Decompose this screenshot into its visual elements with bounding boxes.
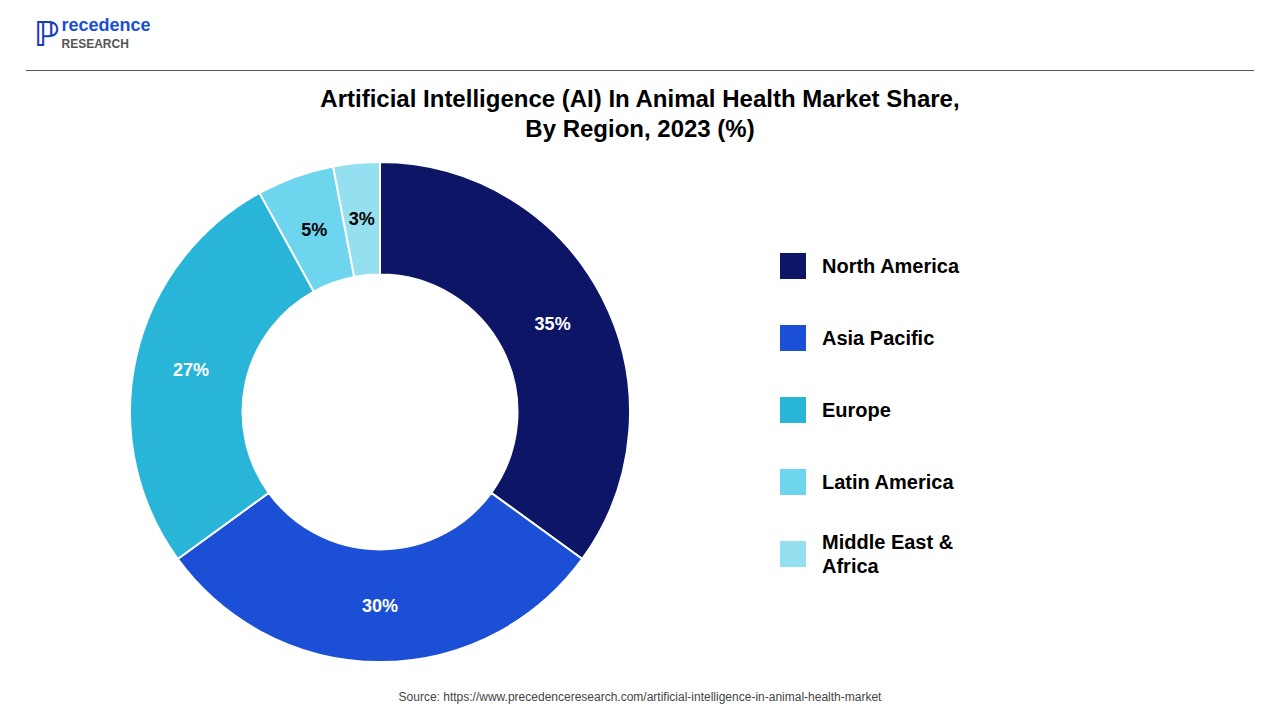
html-text:North America: North America <box>822 255 960 277</box>
html-text:Europe: Europe <box>822 399 891 421</box>
svg-text:5%: 5% <box>301 220 327 240</box>
html-text:By Region, 2023 (%): By Region, 2023 (%) <box>525 115 755 142</box>
html-text:Latin America: Latin America <box>822 471 954 493</box>
html-text:Artificial Intelligence (AI) I: Artificial Intelligence (AI) In Animal H… <box>320 85 960 112</box>
html-text:ℙrecedence: ℙrecedence <box>34 15 151 53</box>
svg-text:27%: 27% <box>173 360 209 380</box>
html-text:RESEARCH: RESEARCH <box>61 37 129 51</box>
html-text:Asia Pacific: Asia Pacific <box>822 327 935 349</box>
svg-text:35%: 35% <box>535 314 571 334</box>
html-text:Source: https://www.precedence: Source: https://www.precedenceresearch.c… <box>398 690 882 704</box>
svg-text:3%: 3% <box>349 209 375 229</box>
html-text:Africa: Africa <box>822 555 879 577</box>
svg-text:30%: 30% <box>362 596 398 616</box>
html-text:Middle East &: Middle East & <box>822 531 954 553</box>
